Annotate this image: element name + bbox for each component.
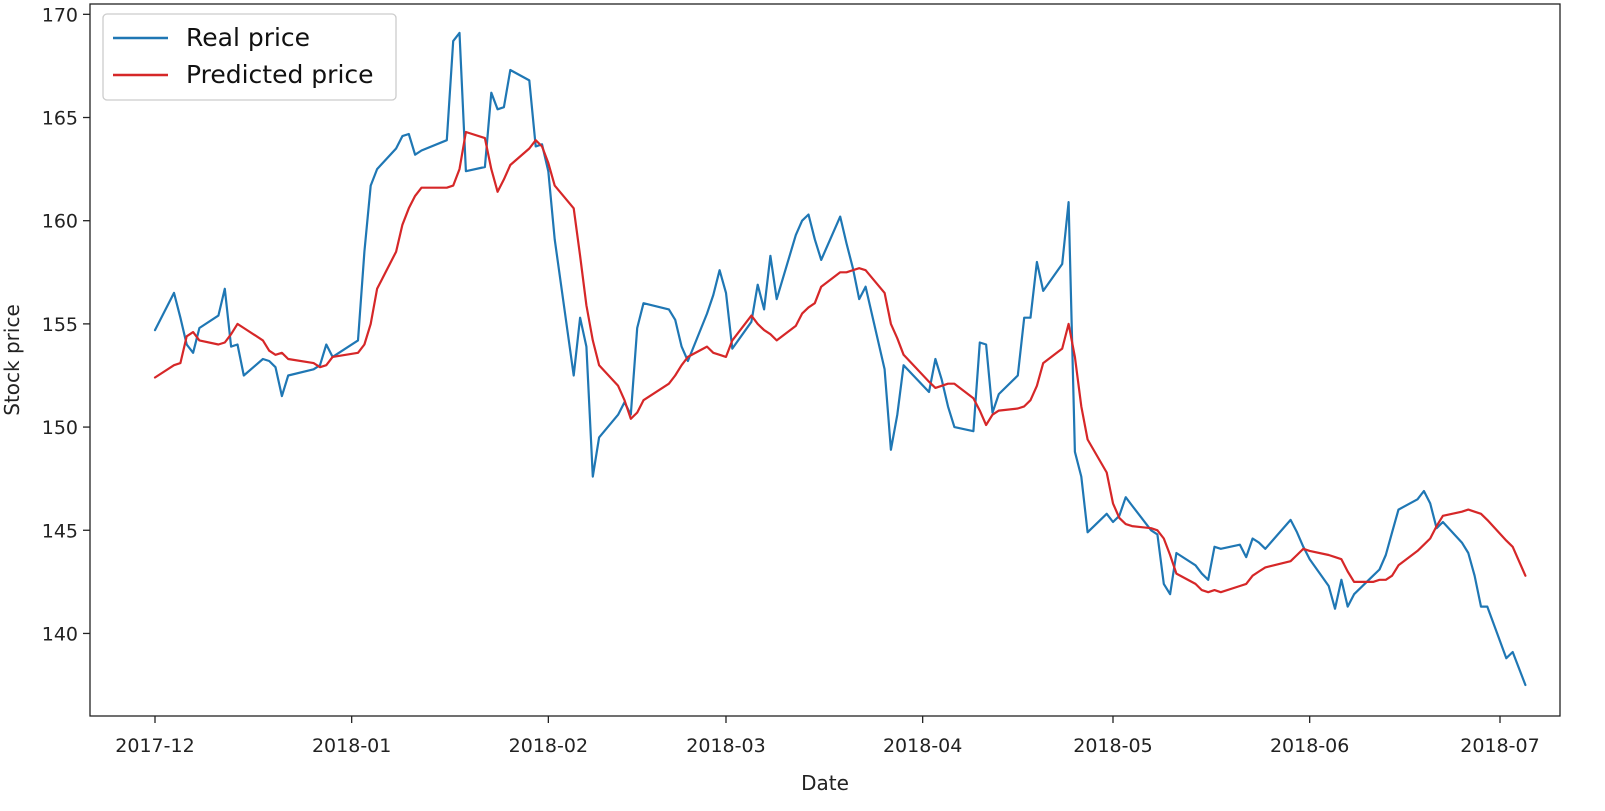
- x-tick-label: 2018-04: [883, 735, 962, 757]
- y-axis-label: Stock price: [0, 304, 24, 415]
- y-tick-label: 145: [42, 520, 78, 542]
- y-tick-label: 160: [42, 211, 78, 233]
- plot-area: [89, 3, 1561, 717]
- legend-label-predicted-price: Predicted price: [186, 60, 374, 89]
- y-axis: 140 145 150 155 160 165 170: [42, 4, 90, 645]
- series-layer: [153, 31, 1527, 687]
- y-tick-label: 170: [42, 4, 78, 26]
- legend-label-real-price: Real price: [186, 23, 310, 52]
- series-line-real-price: [153, 31, 1527, 687]
- x-axis: 2017-12 2018-01 2018-02 2018-03 2018-04 2018-…: [115, 716, 1540, 757]
- x-tick-label: 2018-05: [1073, 735, 1152, 757]
- y-tick-label: 140: [42, 623, 78, 645]
- y-tick-label: 155: [42, 314, 78, 336]
- legend-box: [102, 13, 397, 101]
- x-tick-label: 2018-02: [509, 735, 588, 757]
- x-tick-label: 2018-06: [1270, 735, 1349, 757]
- x-tick-label: 2018-01: [312, 735, 391, 757]
- x-tick-label: 2018-07: [1460, 735, 1539, 757]
- x-tick-label: 2018-03: [686, 735, 765, 757]
- legend: Real price Predicted price: [102, 13, 397, 101]
- plot-border: [89, 3, 1561, 717]
- x-axis-label: Date: [801, 771, 849, 795]
- x-tick-label: 2017-12: [115, 735, 194, 757]
- y-tick-label: 150: [42, 417, 78, 439]
- y-tick-label: 165: [42, 108, 78, 130]
- series-line-predicted-price: [153, 130, 1527, 594]
